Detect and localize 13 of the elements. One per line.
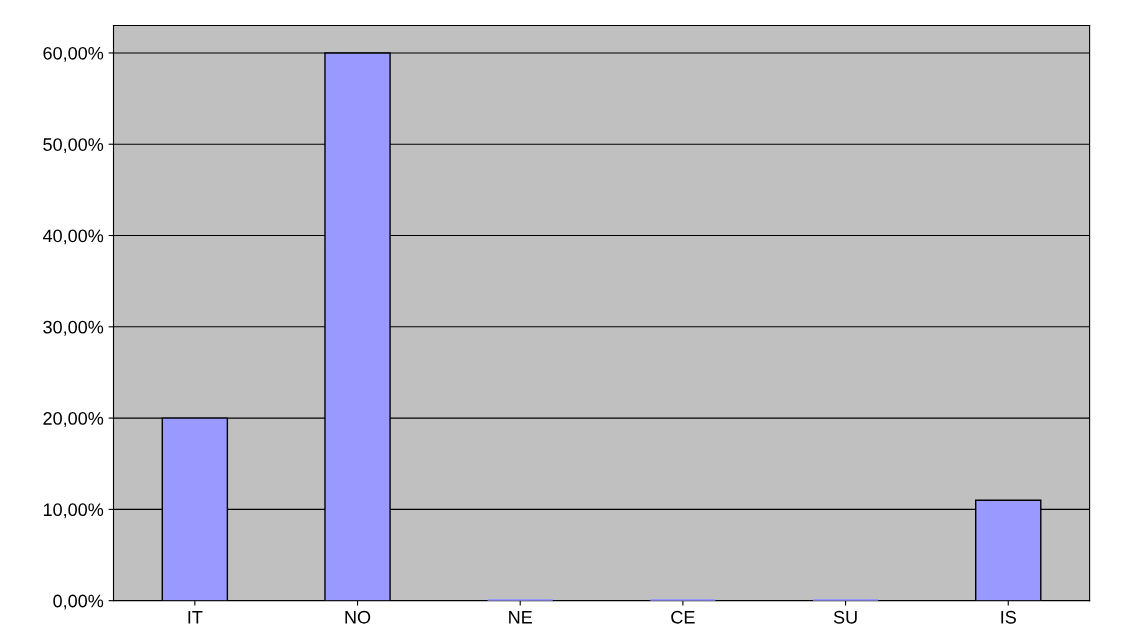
x-tick-label: IS xyxy=(1001,610,1016,624)
y-tick-label: 60,00% xyxy=(43,46,104,62)
x-tick-label: NE xyxy=(509,611,532,624)
y-tick-label: 20,00% xyxy=(43,412,104,427)
y-tick-label: 50,00% xyxy=(43,138,104,154)
x-tick-label: CE xyxy=(671,610,695,624)
x-tick-label: IT xyxy=(188,611,203,624)
x-tick-label: NO xyxy=(345,610,371,624)
y-tick-label: 0,00% xyxy=(53,594,104,610)
y-tick-label: 10,00% xyxy=(43,503,104,519)
y-tick-label: 30,00% xyxy=(43,320,104,336)
x-tick-label: SU xyxy=(833,610,857,624)
y-tick-label: 40,00% xyxy=(42,229,104,245)
